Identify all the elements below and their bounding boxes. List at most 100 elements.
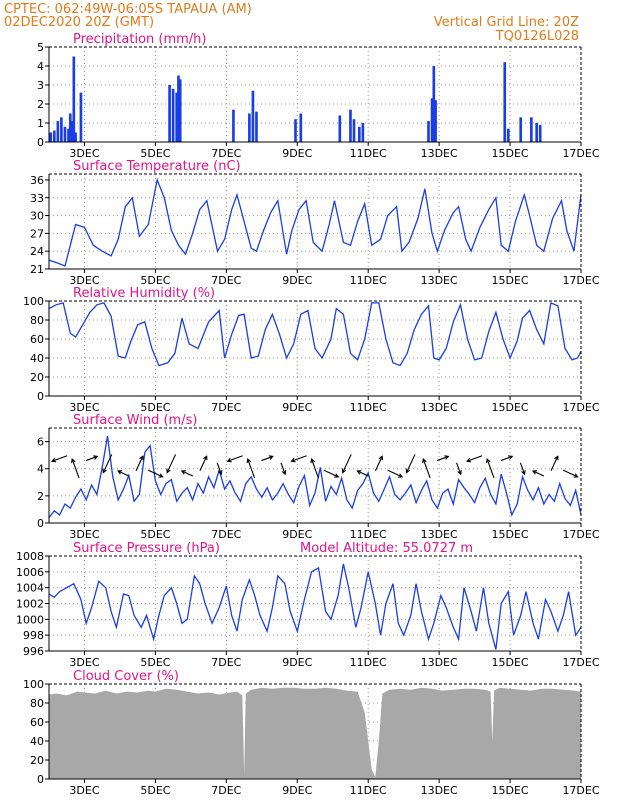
precip-bar [70, 121, 74, 142]
wind-arrow-head [290, 457, 296, 463]
precip-xtick-label: 5DEC [140, 147, 170, 160]
precip-grid [49, 47, 581, 142]
wind-arrow [261, 455, 273, 462]
precip-bar [358, 126, 361, 142]
cloud-ytick-label: 20 [30, 754, 44, 767]
pressure-ytick-label: 996 [23, 645, 44, 658]
precip-bar [519, 117, 523, 142]
cloud-ytick-label: 60 [30, 716, 44, 729]
wind-arrow [500, 455, 513, 462]
wind-arrow [562, 469, 578, 478]
cloud-ytick-label: 100 [23, 678, 44, 691]
header: CPTEC: 062:49W-06:05S TAPAUA (AM) 02DEC2… [4, 2, 579, 44]
header-datetime: 02DEC2020 20Z (GMT) [4, 15, 154, 30]
humidity-xtick-label: 15DEC [492, 401, 529, 414]
humidity-grid [49, 301, 581, 396]
temperature-ytick-label: 21 [30, 263, 44, 276]
wind-xtick-label: 7DEC [211, 528, 241, 541]
pressure-ytick-label: 1000 [16, 613, 44, 626]
wind-xtick-label: 15DEC [492, 528, 529, 541]
precip-bar [294, 119, 297, 142]
cloud-panel: Cloud Cover (%) 0 20 40 60 80 100 3DEC 5DEC 7DEC 9… [23, 669, 600, 797]
wind-arrow-head [246, 458, 252, 464]
cloud-ytick-label: 0 [37, 773, 44, 786]
wind-arrow-head [485, 458, 491, 464]
precip-xtick-label: 9DEC [282, 147, 312, 160]
pressure-title: Surface Pressure (hPa) [73, 541, 220, 556]
precip-ytick-label: 3 [37, 79, 44, 92]
wind-xtick-label: 9DEC [282, 528, 312, 541]
pressure-xtick-label: 7DEC [211, 656, 241, 669]
pressure-grid [49, 556, 581, 651]
wind-arrow-head [554, 455, 559, 461]
precip-bar [535, 123, 538, 142]
wind-arrow [199, 456, 208, 471]
precip-bar [178, 79, 182, 142]
pressure-annotation: Model Altitude: 55.0727 m [300, 541, 473, 556]
header-gridline: Vertical Grid Line: 20Z [434, 15, 579, 30]
temperature-series-line [48, 177, 582, 267]
precip-bar [49, 132, 53, 142]
wind-arrow [323, 469, 339, 478]
wind-arrow [342, 454, 352, 473]
temperature-ytick-label: 36 [30, 174, 44, 187]
wind-arrow-head [405, 468, 411, 474]
wind-arrow-head [521, 470, 526, 476]
precip-bar [506, 128, 510, 142]
precip-bar [248, 113, 251, 142]
wind-arrow-head [71, 458, 76, 464]
wind-arrow [117, 470, 130, 477]
pressure-ytick-label: 998 [23, 629, 44, 642]
header-station: CPTEC: 062:49W-06:05S TAPAUA (AM) [4, 2, 252, 17]
precip-bar [74, 132, 77, 142]
pressure-xtick-label: 3DEC [69, 656, 99, 669]
precip-title: Precipitation (mm/h) [73, 32, 206, 47]
pressure-panel: Surface Pressure (hPa) Model Altitude: 55… [16, 541, 600, 669]
wind-arrow [466, 455, 483, 462]
precip-bar [251, 90, 255, 142]
wind-xtick-label: 11DEC [350, 528, 387, 541]
precip-panel: Precipitation (mm/h) 0 1 2 3 4 5 3DEC 5DEC 7DEC 9D… [37, 32, 600, 160]
precip-bar [168, 85, 171, 142]
wind-arrow-head [102, 468, 107, 474]
cloud-series-area [49, 687, 581, 779]
wind-arrow [387, 469, 403, 478]
wind-arrow [291, 455, 307, 462]
precip-bar [430, 98, 434, 142]
precip-bar [232, 109, 235, 142]
precip-bar [530, 117, 533, 142]
pressure-ytick-label: 1002 [16, 598, 44, 611]
wind-arrow [181, 470, 193, 477]
precip-bar [361, 123, 365, 142]
wind-arrow [456, 462, 462, 475]
temperature-xtick-label: 11DEC [350, 274, 387, 287]
humidity-ytick-label: 80 [30, 314, 44, 327]
wind-xtick-label: 13DEC [421, 528, 458, 541]
cloud-xtick-label: 9DEC [282, 784, 312, 797]
humidity-xtick-label: 3DEC [69, 401, 99, 414]
precip-bar [299, 113, 303, 142]
precip-bar [338, 115, 342, 142]
wind-arrow [374, 456, 383, 471]
temperature-ytick-label: 27 [30, 227, 44, 240]
wind-arrow-head [180, 470, 186, 475]
precip-ytick-label: 0 [37, 136, 44, 149]
wind-arrow-head [117, 470, 123, 475]
cloud-xtick-label: 15DEC [492, 784, 529, 797]
wind-series-line [48, 435, 582, 518]
humidity-series-line [48, 301, 582, 367]
humidity-ytick-label: 20 [30, 371, 44, 384]
wind-arrow [311, 458, 319, 479]
wind-xtick-label: 3DEC [69, 528, 99, 541]
precip-xtick-label: 7DEC [211, 147, 241, 160]
wind-arrow [406, 454, 416, 473]
humidity-panel: Relative Humidity (%) 0 20 40 60 80 100 3DEC 5DE… [23, 286, 600, 414]
wind-arrow-head [93, 455, 99, 460]
humidity-ytick-label: 0 [37, 390, 44, 403]
precip-bar [432, 66, 436, 142]
precip-bar [63, 126, 67, 142]
wind-arrow [550, 456, 559, 471]
wind-arrow-head [281, 470, 287, 476]
humidity-ytick-label: 60 [30, 333, 44, 346]
cloud-xtick-label: 17DEC [562, 784, 599, 797]
